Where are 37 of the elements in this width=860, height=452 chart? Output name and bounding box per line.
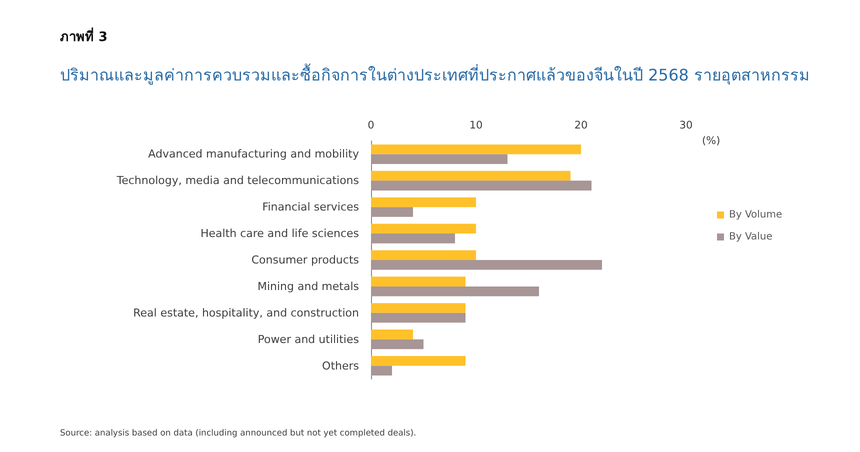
y-tick-label: Advanced manufacturing and mobility [148,148,360,161]
bar [371,312,466,323]
bar [371,250,476,260]
y-tick-label: Consumer products [251,254,360,266]
source-note: Source: analysis based on data (including announced but not yet completed deals). [60,428,416,438]
x-tick-label: 10 [469,120,483,132]
bar [371,330,413,340]
y-tick-label: Financial services [262,200,360,214]
bar [371,286,539,296]
bar [371,154,508,164]
chart-subtitle: ปริมาณและมูลค่าการควบรวมและซื้อกิจการในต่างประเทศที่ประกาศแล้วของจีนในปี 2568 รายอุตสาหกรรม [60,64,810,86]
bar [371,144,581,154]
bar [371,170,570,181]
y-tick-label: Technology, media and telecommunications [116,174,360,188]
bar [371,234,455,244]
y-tick-label: Others [322,359,360,372]
bar [371,276,466,286]
bar [371,180,592,190]
bar [371,207,413,217]
y-tick-label: Mining and metals [257,280,360,293]
x-tick-label: 0 [368,120,374,132]
x-tick-label: 20 [574,120,588,132]
y-tick-label: Real estate, hospitality, and construction [133,306,360,320]
bar [371,303,466,313]
y-tick-label: Power and utilities [258,332,360,346]
bar [371,356,466,366]
bar [371,260,602,270]
bar [371,224,476,234]
y-tick-label: Health care and life sciences [200,227,360,240]
x-tick-label: 30 [679,120,693,132]
bar [371,339,424,350]
bar [371,366,392,376]
text: ภาพที่ 3 [60,27,108,45]
legend-label: By Value [729,232,772,242]
x-axis-title: (%) [702,135,720,147]
bar [371,197,476,208]
legend-label: By Volume [729,210,782,220]
